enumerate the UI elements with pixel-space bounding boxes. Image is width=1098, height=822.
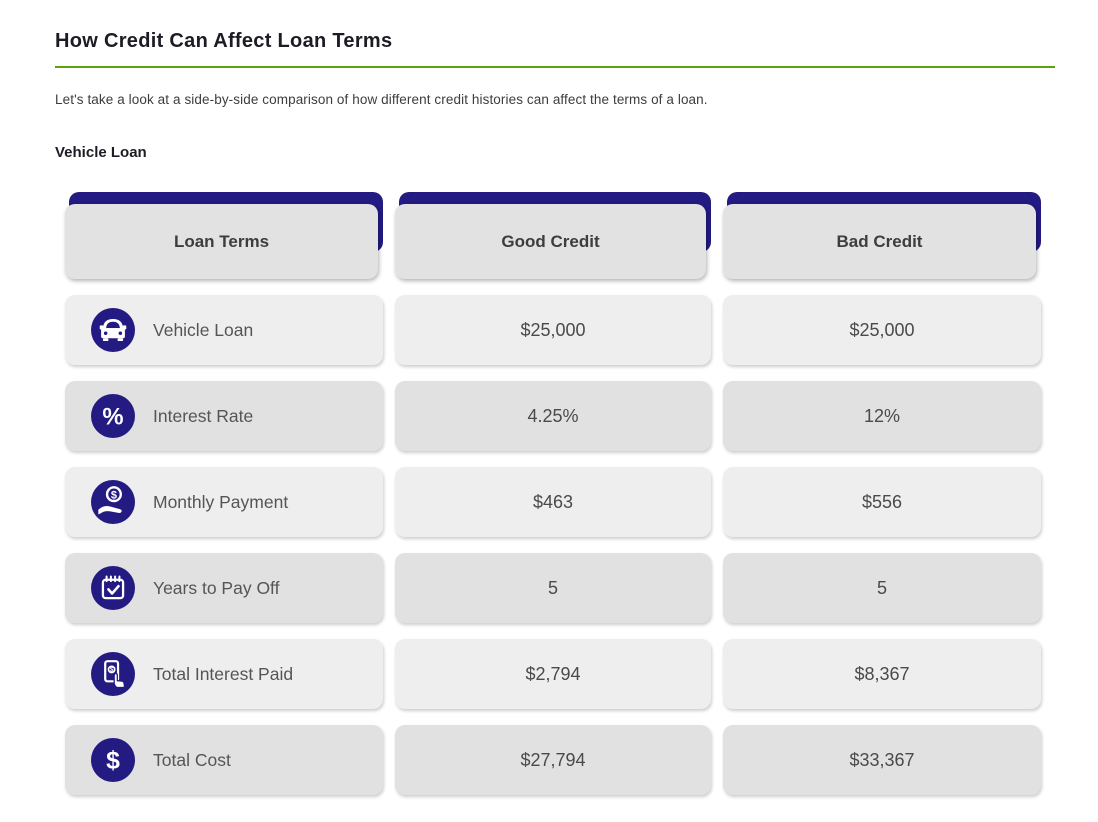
- svg-text:$: $: [106, 747, 120, 774]
- column-header-bad-credit: Bad Credit: [723, 192, 1041, 279]
- row-label: Interest Rate: [153, 405, 254, 426]
- column-header-label: Bad Credit: [836, 231, 923, 251]
- svg-text:$: $: [110, 667, 114, 673]
- hand-coin-icon: $: [91, 480, 135, 524]
- car-icon: [91, 308, 135, 352]
- svg-text:$: $: [111, 489, 117, 501]
- cell-total-cost-label: $ Total Cost: [65, 725, 383, 795]
- row-label: Years to Pay Off: [153, 577, 280, 598]
- column-header-label: Good Credit: [501, 231, 600, 251]
- cell-monthly-payment-label: $ Monthly Payment: [65, 467, 383, 537]
- intro-text: Let's take a look at a side-by-side comp…: [55, 92, 708, 107]
- page-title: How Credit Can Affect Loan Terms: [55, 30, 393, 52]
- row-label: Total Cost: [153, 749, 231, 770]
- row-label: Vehicle Loan: [153, 319, 254, 340]
- section-title-vehicle-loan: Vehicle Loan: [55, 144, 147, 161]
- cell-monthly-payment-bad: $556: [723, 467, 1041, 537]
- row-label: Total Interest Paid: [153, 663, 294, 684]
- cell-vehicle-loan-label: Vehicle Loan: [65, 295, 383, 365]
- cell-total-interest-paid-label: $ Total Interest Paid: [65, 639, 383, 709]
- cell-vehicle-loan-bad: $25,000: [723, 295, 1041, 365]
- cell-interest-rate-label: % Interest Rate: [65, 381, 383, 451]
- cell-vehicle-loan-good: $25,000: [395, 295, 711, 365]
- svg-text:%: %: [102, 403, 123, 430]
- row-label: Monthly Payment: [153, 491, 289, 512]
- cell-total-cost-good: $27,794: [395, 725, 711, 795]
- title-divider: [55, 66, 1055, 68]
- column-header-loan-terms: Loan Terms: [65, 192, 383, 279]
- bill-tap-icon: $: [91, 652, 135, 696]
- cell-total-interest-paid-good: $2,794: [395, 639, 711, 709]
- loan-comparison-table: Loan Terms Good Credit Bad Credit: [65, 192, 1041, 795]
- cell-interest-rate-bad: 12%: [723, 381, 1041, 451]
- cell-years-to-pay-off-label: Years to Pay Off: [65, 553, 383, 623]
- page-content: How Credit Can Affect Loan Terms Let's t…: [55, 30, 1055, 795]
- cell-years-to-pay-off-good: 5: [395, 553, 711, 623]
- column-header-good-credit: Good Credit: [395, 192, 711, 279]
- cell-years-to-pay-off-bad: 5: [723, 553, 1041, 623]
- percent-icon: %: [91, 394, 135, 438]
- cell-interest-rate-good: 4.25%: [395, 381, 711, 451]
- cell-monthly-payment-good: $463: [395, 467, 711, 537]
- dollar-icon: $: [91, 738, 135, 782]
- cell-total-cost-bad: $33,367: [723, 725, 1041, 795]
- column-header-label: Loan Terms: [173, 231, 270, 251]
- cell-total-interest-paid-bad: $8,367: [723, 639, 1041, 709]
- calendar-check-icon: [91, 566, 135, 610]
